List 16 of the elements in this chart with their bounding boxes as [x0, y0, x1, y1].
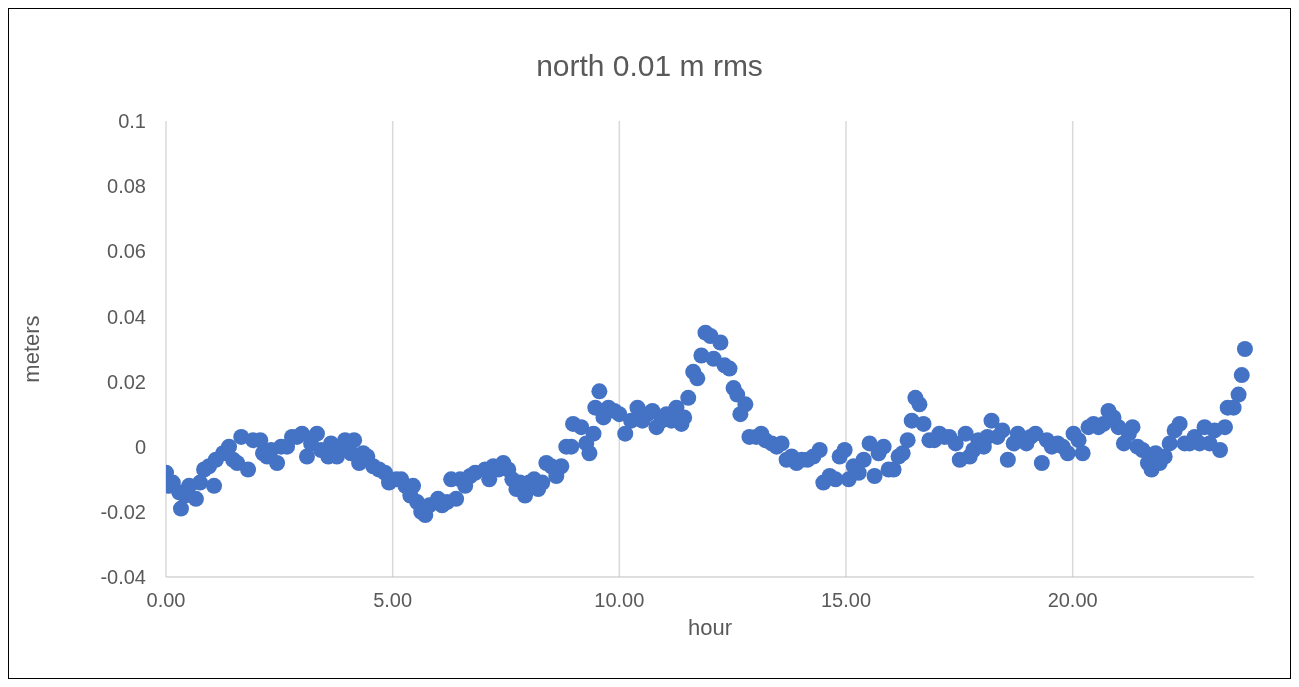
chart-title: north 0.01 m rms	[535, 49, 764, 83]
y-axis-title: meters	[18, 315, 44, 383]
y-tick-label: 0	[134, 435, 146, 458]
y-tick-label: 0.1	[118, 110, 146, 133]
y-tick-label: 0.02	[107, 370, 146, 393]
x-tick-label: 5.00	[373, 589, 413, 612]
x-tick-label: 20.00	[1047, 589, 1098, 612]
y-tick-label: -0.02	[100, 500, 146, 523]
y-tick-label: -0.04	[100, 566, 146, 589]
y-tick-label: 0.04	[107, 305, 146, 328]
x-tick-label: 0.00	[146, 589, 186, 612]
y-tick-label: 0.06	[107, 240, 146, 263]
x-tick-label: 15.00	[820, 589, 872, 612]
y-tick-label: 0.08	[107, 175, 146, 198]
x-tick-label: 10.00	[594, 589, 645, 612]
x-axis-title: hour	[687, 615, 733, 640]
